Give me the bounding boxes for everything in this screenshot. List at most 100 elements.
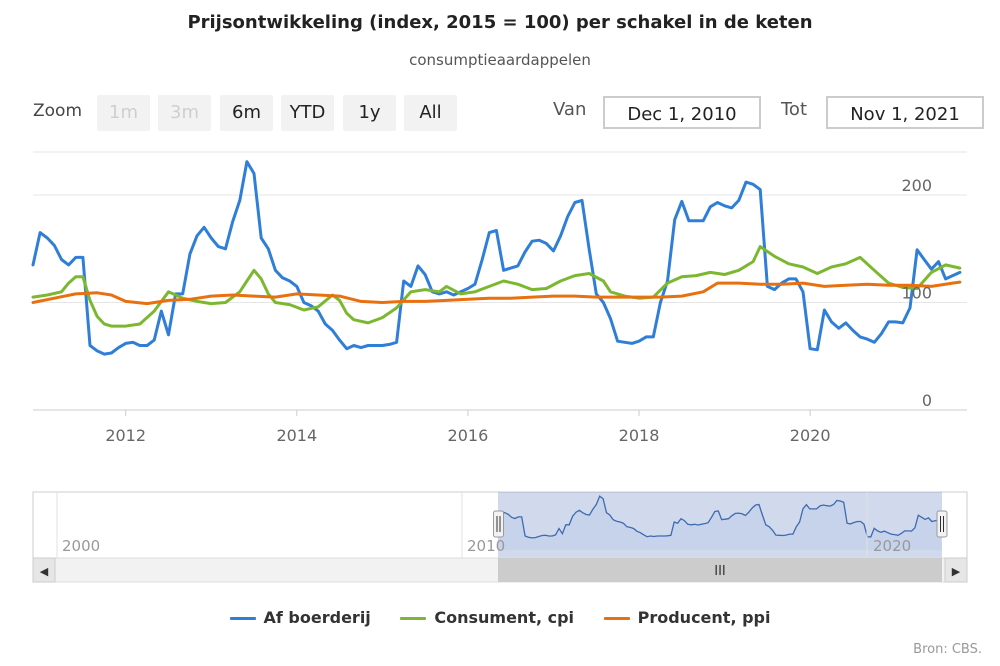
data-point-0-65: [495, 229, 498, 232]
data-point-0-91: [681, 200, 683, 203]
data-point-0-122: [902, 322, 904, 324]
data-point-0-41: [324, 323, 327, 325]
data-point-0-61: [467, 287, 469, 290]
data-point-2-16: [360, 300, 362, 303]
data-point-1-66: [845, 263, 847, 265]
data-point-2-7: [167, 299, 170, 302]
data-point-0-35: [281, 277, 284, 279]
data-point-0-73: [552, 250, 555, 252]
data-point-0-18: [160, 310, 163, 312]
data-point-2-18: [402, 300, 405, 303]
data-point-2-27: [595, 296, 598, 298]
data-point-1-70: [902, 286, 904, 289]
data-point-0-21: [181, 293, 184, 295]
data-point-2-30: [659, 296, 662, 298]
data-point-1-43: [531, 288, 533, 291]
data-point-0-57: [438, 293, 441, 295]
zoom-label: Zoom: [33, 101, 83, 121]
data-point-1-28: [338, 299, 341, 302]
data-point-1-71: [916, 287, 918, 290]
zoom-1m-button[interactable]: 1m: [97, 95, 150, 131]
data-point-0-129: [951, 274, 954, 277]
data-point-0-46: [360, 346, 362, 349]
data-point-2-13: [296, 293, 298, 295]
navigator-area: [498, 496, 942, 550]
legend: Af boerderij Consument, cpi Producent, p…: [0, 608, 1000, 627]
grid-lines: [33, 151, 967, 411]
data-point-1-31: [367, 322, 369, 324]
data-point-0-36: [288, 280, 291, 282]
data-point-0-2: [46, 237, 49, 239]
navigator-left-handle[interactable]: [493, 510, 504, 538]
navigator-right-handle[interactable]: [936, 510, 948, 538]
zoom-1y-button[interactable]: 1y: [343, 95, 396, 131]
data-point-1-3: [67, 282, 70, 284]
data-point-0-125: [923, 258, 925, 261]
data-point-1-69: [887, 282, 890, 284]
data-point-2-21: [467, 298, 469, 301]
data-point-0-100: [745, 181, 747, 183]
data-point-0-130: [959, 271, 961, 274]
legend-swatch-ppi: [603, 617, 630, 620]
range-from-input[interactable]: Dec 1, 2010: [603, 96, 761, 129]
scrollbar[interactable]: III ◀ ▶: [32, 557, 968, 583]
data-point-2-32: [702, 291, 704, 293]
data-point-2-25: [552, 295, 555, 297]
zoom-3m-button[interactable]: 3m: [158, 95, 211, 131]
data-point-1-61: [773, 255, 776, 258]
scrollbar-grip: III: [714, 564, 726, 579]
data-point-1-55: [695, 274, 697, 277]
data-point-2-22: [488, 297, 491, 300]
data-point-0-15: [139, 344, 141, 347]
data-point-0-112: [830, 321, 833, 323]
data-point-0-1: [39, 231, 41, 234]
scroll-right-arrow-icon: ▶: [952, 565, 961, 578]
data-point-2-15: [338, 295, 341, 297]
credits[interactable]: Bron: CBS.: [913, 642, 982, 657]
legend-item-ppi[interactable]: Producent, ppi: [603, 608, 770, 627]
data-point-1-45: [559, 280, 562, 282]
data-point-2-1: [53, 297, 56, 300]
data-point-0-43: [338, 339, 341, 341]
series-line-2[interactable]: [31, 280, 962, 306]
data-point-0-52: [402, 280, 405, 282]
navigator-selection[interactable]: [498, 492, 942, 558]
scrollbar-right-button[interactable]: [944, 557, 968, 583]
data-point-2-5: [124, 300, 127, 303]
data-point-0-69: [524, 251, 526, 253]
range-to-input[interactable]: Nov 1, 2021: [826, 96, 984, 129]
data-point-2-2: [75, 293, 77, 295]
series-line-0[interactable]: [31, 160, 962, 356]
scrollbar-left-button[interactable]: [32, 557, 56, 583]
data-point-1-6: [89, 299, 91, 302]
data-point-1-1: [46, 294, 49, 296]
x-tick-label-2016: 2016: [448, 426, 489, 445]
data-point-2-45: [959, 281, 961, 283]
data-point-1-62: [788, 263, 790, 265]
data-point-0-38: [303, 301, 305, 304]
data-point-2-6: [146, 302, 148, 305]
data-point-0-0: [32, 264, 34, 266]
data-point-0-44: [345, 347, 348, 350]
data-point-1-11: [139, 323, 141, 325]
zoom-all-button[interactable]: All: [404, 95, 457, 131]
data-point-0-78: [588, 248, 590, 250]
legend-label-farm: Af boerderij: [263, 608, 371, 627]
data-point-0-30: [246, 160, 248, 163]
navigator[interactable]: 2000 2010 2020: [32, 491, 968, 559]
data-point-0-12: [117, 346, 120, 349]
data-point-0-127: [937, 260, 940, 263]
zoom-ytd-button[interactable]: YTD: [281, 95, 334, 131]
data-point-1-0: [32, 296, 34, 298]
data-point-0-22: [189, 253, 191, 255]
legend-item-cpi[interactable]: Consument, cpi: [400, 608, 574, 627]
data-point-1-59: [752, 260, 754, 263]
scrollbar-thumb[interactable]: [498, 558, 942, 582]
legend-item-farm[interactable]: Af boerderij: [229, 608, 371, 627]
data-point-0-53: [410, 285, 412, 288]
zoom-6m-button[interactable]: 6m: [220, 95, 273, 131]
chart-title: Prijsontwikkeling (index, 2015 = 100) pe…: [187, 12, 813, 33]
data-point-0-13: [124, 342, 127, 345]
data-point-0-26: [217, 245, 220, 248]
